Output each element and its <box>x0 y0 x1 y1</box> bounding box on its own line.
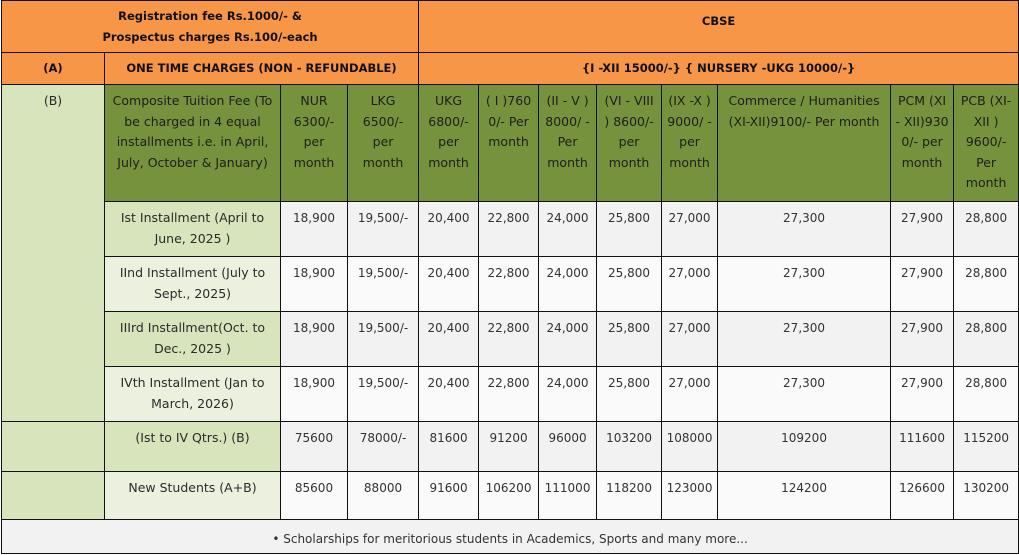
installment-row: IVth Installment (Jan to March, 2026) 18… <box>2 366 1019 422</box>
total-cell: 88000 <box>346 471 420 520</box>
fee-cell: 28,800 <box>953 201 1019 257</box>
fee-cell: 27,900 <box>890 256 955 312</box>
column-header-ukg: UKG 6800/- per month <box>418 84 480 202</box>
installment-label: IIIrd Installment(Oct. to Dec., 2025 ) <box>104 311 281 367</box>
fee-cell: 27,300 <box>717 366 892 422</box>
fee-cell: 27,000 <box>661 201 719 257</box>
total-cell: 91200 <box>478 421 540 472</box>
fee-cell: 18,900 <box>280 201 348 257</box>
fee-cell: 27,000 <box>661 311 719 367</box>
column-header-class-2-5: (II - V ) 8000/ -Per month <box>538 84 598 202</box>
installment-row: Ist Installment (April to June, 2025 ) 1… <box>2 201 1019 257</box>
total-row-b: (Ist to IV Qtrs.) (B) 75600 78000/- 8160… <box>1 421 1019 472</box>
total-cell: 123000 <box>661 471 719 520</box>
total-cell: 78000/- <box>346 421 420 472</box>
total-cell: 126600 <box>890 471 955 520</box>
total-cell: 85600 <box>280 471 348 520</box>
fee-cell: 22,800 <box>478 366 540 422</box>
total-cell: 108000 <box>661 421 719 472</box>
installment-row: IIIrd Installment(Oct. to Dec., 2025 ) 1… <box>2 311 1019 367</box>
fee-cell: 20,400 <box>418 201 480 257</box>
column-header-pcb: PCB (XI- XII ) 9600/- Per month <box>953 84 1019 202</box>
scholarship-note: • Scholarships for meritorious students … <box>0 519 1019 554</box>
fee-cell: 27,300 <box>717 256 892 312</box>
fee-cell: 28,800 <box>953 311 1019 367</box>
column-header-class-9-10: (IX -X ) 9000/ -per month <box>661 84 719 202</box>
total-cell: 103200 <box>596 421 663 472</box>
installment-label: Ist Installment (April to June, 2025 ) <box>104 201 281 257</box>
total-cell: 118200 <box>596 471 663 520</box>
composite-fee-header-row: (B) Composite Tuition Fee (To be charged… <box>1 84 1019 422</box>
fee-cell: 27,000 <box>661 256 719 312</box>
fee-cell: 27,900 <box>890 201 955 257</box>
fee-cell: 18,900 <box>280 256 348 312</box>
fee-cell: 27,000 <box>661 366 719 422</box>
fee-cell: 27,300 <box>717 311 892 367</box>
installment-label: IVth Installment (Jan to March, 2026) <box>104 366 281 422</box>
fee-cell: 24,000 <box>538 311 598 367</box>
total-cell: 111000 <box>538 471 598 520</box>
empty-cell <box>1 421 105 472</box>
board-header: CBSE <box>418 0 1019 53</box>
total-cell: 124200 <box>717 471 892 520</box>
fee-cell: 22,800 <box>478 201 540 257</box>
installment-row: IInd Installment (July to Sept., 2025) 1… <box>2 256 1019 312</box>
fee-cell: 27,300 <box>717 201 892 257</box>
fee-cell: 28,800 <box>953 256 1019 312</box>
fee-cell: 24,000 <box>538 366 598 422</box>
total-row-new-students: New Students (A+B) 85600 88000 91600 106… <box>1 471 1019 520</box>
fee-cell: 27,900 <box>890 366 955 422</box>
total-cell: 115200 <box>953 421 1019 472</box>
total-cell: 111600 <box>890 421 955 472</box>
fee-cell: 27,900 <box>890 311 955 367</box>
fee-cell: 20,400 <box>418 311 480 367</box>
total-cell: 81600 <box>418 421 480 472</box>
fee-cell: 18,900 <box>280 366 348 422</box>
header-row-2: (A) ONE TIME CHARGES (NON - REFUNDABLE) … <box>1 52 1019 85</box>
total-cell: 109200 <box>717 421 892 472</box>
total-cell: 130200 <box>953 471 1019 520</box>
fee-cell: 25,800 <box>596 256 663 312</box>
column-header-nur: NUR 6300/- per month <box>280 84 348 202</box>
row-a-label: (A) <box>1 52 105 85</box>
column-header-class-1: ( I )7600/- Per month <box>478 84 540 202</box>
total-cell: 91600 <box>418 471 480 520</box>
row-b-label: (B) <box>1 84 105 422</box>
fee-cell: 19,500/- <box>346 366 420 422</box>
fee-cell: 19,500/- <box>346 201 420 257</box>
column-header-pcm: PCM (XI - XII)9300/- per month <box>890 84 955 202</box>
column-header-lkg: LKG 6500/- per month <box>346 84 420 202</box>
header-row-1: Registration fee Rs.1000/- & Prospectus … <box>0 0 1019 53</box>
one-time-charges-header: ONE TIME CHARGES (NON - REFUNDABLE) <box>103 52 420 85</box>
fee-cell: 28,800 <box>953 366 1019 422</box>
installment-label: IInd Installment (July to Sept., 2025) <box>104 256 281 312</box>
fee-cell: 24,000 <box>538 256 598 312</box>
column-header-commerce-humanities: Commerce / Humanities (XI-XII)9100/- Per… <box>717 84 892 202</box>
total-cell: 96000 <box>538 421 598 472</box>
empty-cell <box>1 471 105 520</box>
fee-cell: 19,500/- <box>346 311 420 367</box>
registration-fee-header: Registration fee Rs.1000/- & Prospectus … <box>0 0 420 53</box>
fee-cell: 19,500/- <box>346 256 420 312</box>
composite-tuition-fee-title: Composite Tuition Fee (To be charged in … <box>104 84 281 202</box>
fee-cell: 20,400 <box>418 366 480 422</box>
fee-cell: 20,400 <box>418 256 480 312</box>
fee-cell: 25,800 <box>596 311 663 367</box>
fee-cell: 25,800 <box>596 201 663 257</box>
fee-cell: 24,000 <box>538 201 598 257</box>
fee-cell: 22,800 <box>478 311 540 367</box>
fee-cell: 18,900 <box>280 311 348 367</box>
admission-fee-header: {I -XII 15000/-} { NURSERY -UKG 10000/-} <box>418 52 1019 85</box>
column-header-class-6-8: (VI - VIII ) 8600/- per month <box>596 84 663 202</box>
footer-row: • Scholarships for meritorious students … <box>0 519 1019 554</box>
fee-cell: 22,800 <box>478 256 540 312</box>
total-b-label: (Ist to IV Qtrs.) (B) <box>104 421 281 472</box>
total-cell: 106200 <box>478 471 540 520</box>
total-cell: 75600 <box>280 421 348 472</box>
new-students-label: New Students (A+B) <box>104 471 281 520</box>
fee-cell: 25,800 <box>596 366 663 422</box>
